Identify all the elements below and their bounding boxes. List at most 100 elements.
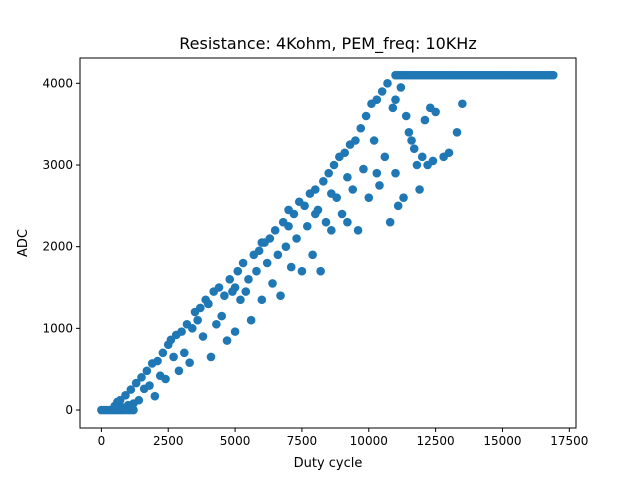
data-point — [188, 324, 197, 333]
data-point — [158, 348, 168, 358]
data-point — [428, 156, 438, 166]
data-point — [458, 99, 467, 109]
data-point — [369, 136, 379, 145]
data-point — [327, 226, 336, 235]
data-point — [302, 221, 312, 231]
data-point — [169, 352, 178, 362]
data-point — [214, 283, 224, 292]
data-point — [329, 160, 339, 170]
data-point — [420, 115, 430, 125]
data-point — [361, 111, 371, 121]
data-point — [236, 295, 245, 305]
data-point — [343, 217, 352, 227]
x-tick-label: 5000 — [220, 434, 251, 448]
data-point — [444, 148, 454, 158]
data-point — [415, 185, 424, 194]
data-point — [391, 168, 400, 178]
data-point — [327, 189, 336, 198]
data-point — [276, 291, 285, 300]
data-point — [409, 144, 419, 153]
y-tick-label: 1000 — [42, 321, 73, 335]
data-point — [230, 283, 240, 292]
data-point — [270, 226, 280, 235]
data-point — [452, 128, 462, 137]
data-point — [372, 95, 382, 104]
x-tick-label: 15000 — [483, 434, 521, 448]
data-point — [377, 87, 387, 96]
data-point — [220, 291, 229, 300]
data-point — [316, 266, 325, 276]
data-point — [222, 336, 232, 345]
data-point — [383, 79, 392, 88]
y-tick-label: 4000 — [42, 76, 73, 90]
data-point — [388, 103, 398, 113]
data-point — [356, 123, 366, 133]
data-point — [364, 193, 374, 202]
y-axis-ticks: 0 1000 2000 3000 4000 — [42, 76, 80, 417]
data-point — [179, 348, 189, 358]
data-point — [142, 366, 152, 376]
y-tick-label: 0 — [65, 403, 73, 417]
data-point — [324, 168, 333, 178]
y-tick-label: 2000 — [42, 240, 73, 254]
data-point — [233, 266, 243, 276]
data-point — [385, 217, 395, 227]
data-point — [198, 332, 208, 341]
data-point — [319, 177, 328, 186]
data-point — [351, 136, 360, 145]
x-tick-label: 17500 — [550, 434, 588, 448]
data-point — [359, 164, 368, 174]
data-point — [337, 209, 347, 219]
data-point — [193, 315, 202, 325]
data-point — [257, 238, 267, 247]
y-axis-label: ADC — [16, 229, 31, 257]
data-point — [206, 352, 216, 362]
data-point — [230, 327, 240, 336]
y-tick-label: 3000 — [42, 158, 73, 172]
data-point — [196, 303, 205, 313]
data-point — [431, 107, 440, 117]
data-point — [311, 209, 320, 219]
data-point — [241, 287, 251, 296]
data-point — [340, 148, 350, 158]
data-point — [286, 262, 296, 272]
data-point — [238, 258, 248, 268]
data-point — [134, 395, 144, 405]
data-point — [257, 295, 267, 305]
data-point — [137, 373, 146, 382]
data-point — [126, 385, 136, 394]
data-point — [391, 95, 400, 104]
data-point — [297, 266, 307, 276]
data-point — [121, 391, 130, 400]
data-point — [396, 83, 406, 92]
data-point — [417, 152, 427, 162]
data-point — [273, 250, 283, 260]
x-tick-label: 10000 — [350, 434, 388, 448]
data-point — [177, 327, 186, 336]
data-point — [311, 185, 320, 194]
x-axis-label: Duty cycle — [294, 456, 363, 471]
x-tick-label: 12500 — [417, 434, 455, 448]
data-point — [212, 319, 221, 329]
data-point — [252, 266, 261, 276]
data-point — [244, 275, 253, 284]
axes-frame — [79, 57, 577, 429]
data-point — [401, 111, 411, 121]
data-point — [380, 152, 390, 162]
data-point — [174, 366, 184, 376]
chart-title: Resistance: 4Kohm, PEM_freq: 10KHz — [179, 34, 476, 54]
data-point — [145, 381, 154, 390]
data-point — [404, 128, 414, 137]
data-point — [153, 356, 162, 366]
data-point — [308, 250, 317, 260]
data-point — [393, 201, 403, 211]
data-point — [353, 226, 363, 235]
data-point — [254, 246, 264, 256]
data-point — [204, 299, 213, 309]
data-point — [150, 391, 160, 401]
x-axis-ticks: 0 2500 5000 7500 10000 12500 15000 17500 — [98, 428, 588, 448]
data-point — [225, 275, 235, 284]
plot-points — [97, 70, 558, 415]
data-point — [300, 201, 309, 211]
